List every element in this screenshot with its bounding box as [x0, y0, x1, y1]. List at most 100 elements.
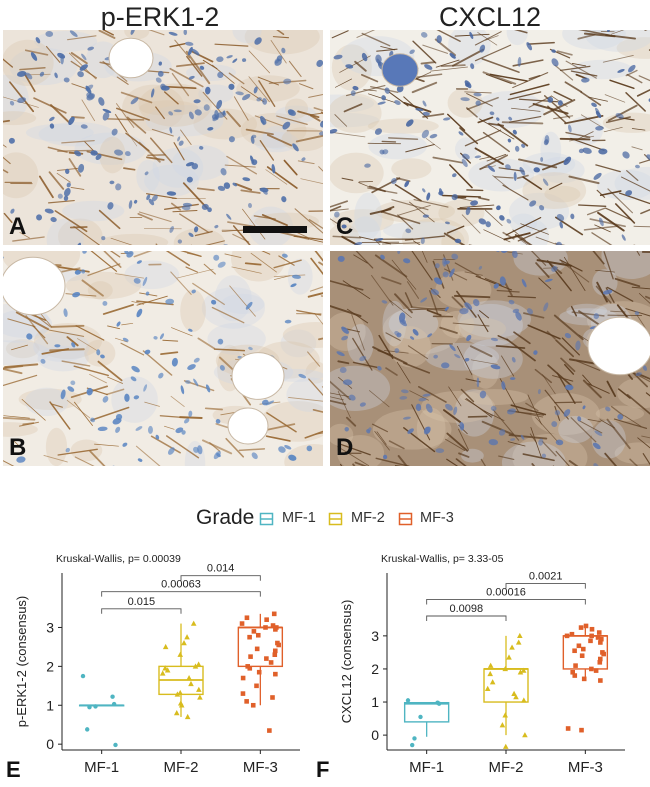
data-point: [272, 648, 278, 654]
data-point: [418, 714, 423, 720]
p-value-label: 0.00016: [486, 586, 526, 598]
data-point: [520, 667, 527, 673]
p-value-label: 0.0021: [529, 571, 563, 583]
column-title-cxcl12: CXCL12: [438, 2, 542, 32]
data-point: [164, 667, 171, 673]
data-point: [515, 639, 522, 645]
significance-bracket: [101, 608, 182, 614]
data-point: [268, 660, 274, 665]
data-point: [264, 656, 269, 661]
legend-label-mf3: MF-3: [420, 510, 454, 526]
significance-bracket: [426, 599, 586, 605]
data-point: [240, 675, 246, 681]
significance-bracket: [505, 583, 586, 589]
data-point: [589, 666, 594, 672]
data-point: [570, 669, 576, 675]
data-point: [159, 670, 166, 676]
data-point: [248, 654, 253, 659]
column-title-perk: p-ERK1-2: [100, 2, 220, 32]
data-point: [270, 695, 275, 700]
data-point: [595, 635, 601, 640]
y-axis-label: CXCL12 (consensus): [339, 600, 354, 724]
data-point: [569, 631, 575, 637]
grade-legend: Grade MF-1 MF-2 MF-3: [0, 506, 650, 532]
data-point: [247, 666, 253, 671]
p-value-label: 0.014: [207, 563, 235, 575]
x-tick-label: MF-1: [84, 759, 119, 776]
micrograph-image-a: [3, 30, 323, 245]
data-point: [173, 710, 180, 716]
data-point: [190, 620, 197, 626]
significance-bracket: [180, 575, 261, 581]
data-point: [511, 690, 517, 696]
data-point: [410, 742, 415, 748]
y-tick-label: 3: [46, 619, 54, 635]
data-point: [517, 669, 524, 675]
data-point: [177, 689, 184, 696]
data-point: [178, 702, 185, 708]
data-point: [263, 625, 268, 630]
data-point: [572, 648, 577, 654]
data-point: [244, 615, 250, 621]
scale-bar: [243, 226, 307, 233]
data-point: [522, 732, 528, 738]
data-point: [273, 627, 278, 632]
data-point: [564, 633, 570, 639]
data-point: [597, 660, 603, 665]
data-point: [181, 640, 187, 646]
x-tick-label: MF-2: [489, 759, 524, 776]
significance-bracket: [101, 591, 261, 597]
data-point: [244, 699, 249, 704]
x-tick-label: MF-3: [568, 759, 603, 776]
data-point: [484, 685, 491, 691]
y-tick-label: 0: [371, 727, 379, 743]
data-point: [487, 662, 494, 668]
box-mf-1: [403, 701, 450, 723]
data-point: [110, 694, 115, 699]
micrograph-image-b: [3, 251, 323, 466]
data-point: [195, 661, 202, 667]
micrograph-image-d: [330, 251, 650, 466]
data-point: [599, 636, 604, 642]
data-point: [240, 691, 246, 696]
data-point: [502, 665, 509, 672]
legend-label-mf1: MF-1: [282, 510, 316, 526]
data-point: [502, 743, 509, 749]
panel-label-d: D: [336, 434, 354, 461]
data-point: [251, 629, 257, 634]
data-point: [247, 634, 252, 640]
data-point: [254, 683, 259, 689]
data-point: [579, 727, 584, 733]
x-tick-label: MF-1: [409, 759, 444, 776]
legend-label-mf2: MF-2: [351, 510, 385, 526]
data-point: [239, 621, 245, 626]
data-point: [513, 694, 519, 700]
panel-label-b: B: [9, 434, 27, 461]
data-point: [588, 638, 593, 644]
data-point: [197, 694, 203, 700]
data-point: [598, 640, 603, 645]
micrograph-panel-d: D: [330, 251, 650, 466]
data-point: [573, 663, 578, 668]
data-point: [489, 679, 496, 685]
data-point: [184, 634, 190, 640]
y-tick-label: 2: [371, 661, 379, 677]
legend-title: Grade: [196, 506, 255, 529]
y-tick-label: 0: [46, 736, 54, 752]
data-point: [502, 712, 509, 718]
data-point: [499, 722, 506, 728]
data-point: [509, 644, 515, 650]
data-point: [113, 742, 118, 748]
data-point: [412, 736, 417, 741]
data-point: [521, 697, 527, 703]
data-point: [271, 611, 277, 617]
data-point: [576, 643, 582, 649]
panel-label-c: C: [336, 213, 354, 240]
data-point: [186, 675, 192, 681]
p-value-label: 0.00063: [161, 579, 201, 591]
data-point: [565, 726, 571, 731]
y-tick-label: 2: [46, 658, 54, 674]
data-point: [598, 678, 603, 683]
data-point: [177, 651, 184, 657]
micrograph-panel-b: B: [3, 251, 323, 466]
